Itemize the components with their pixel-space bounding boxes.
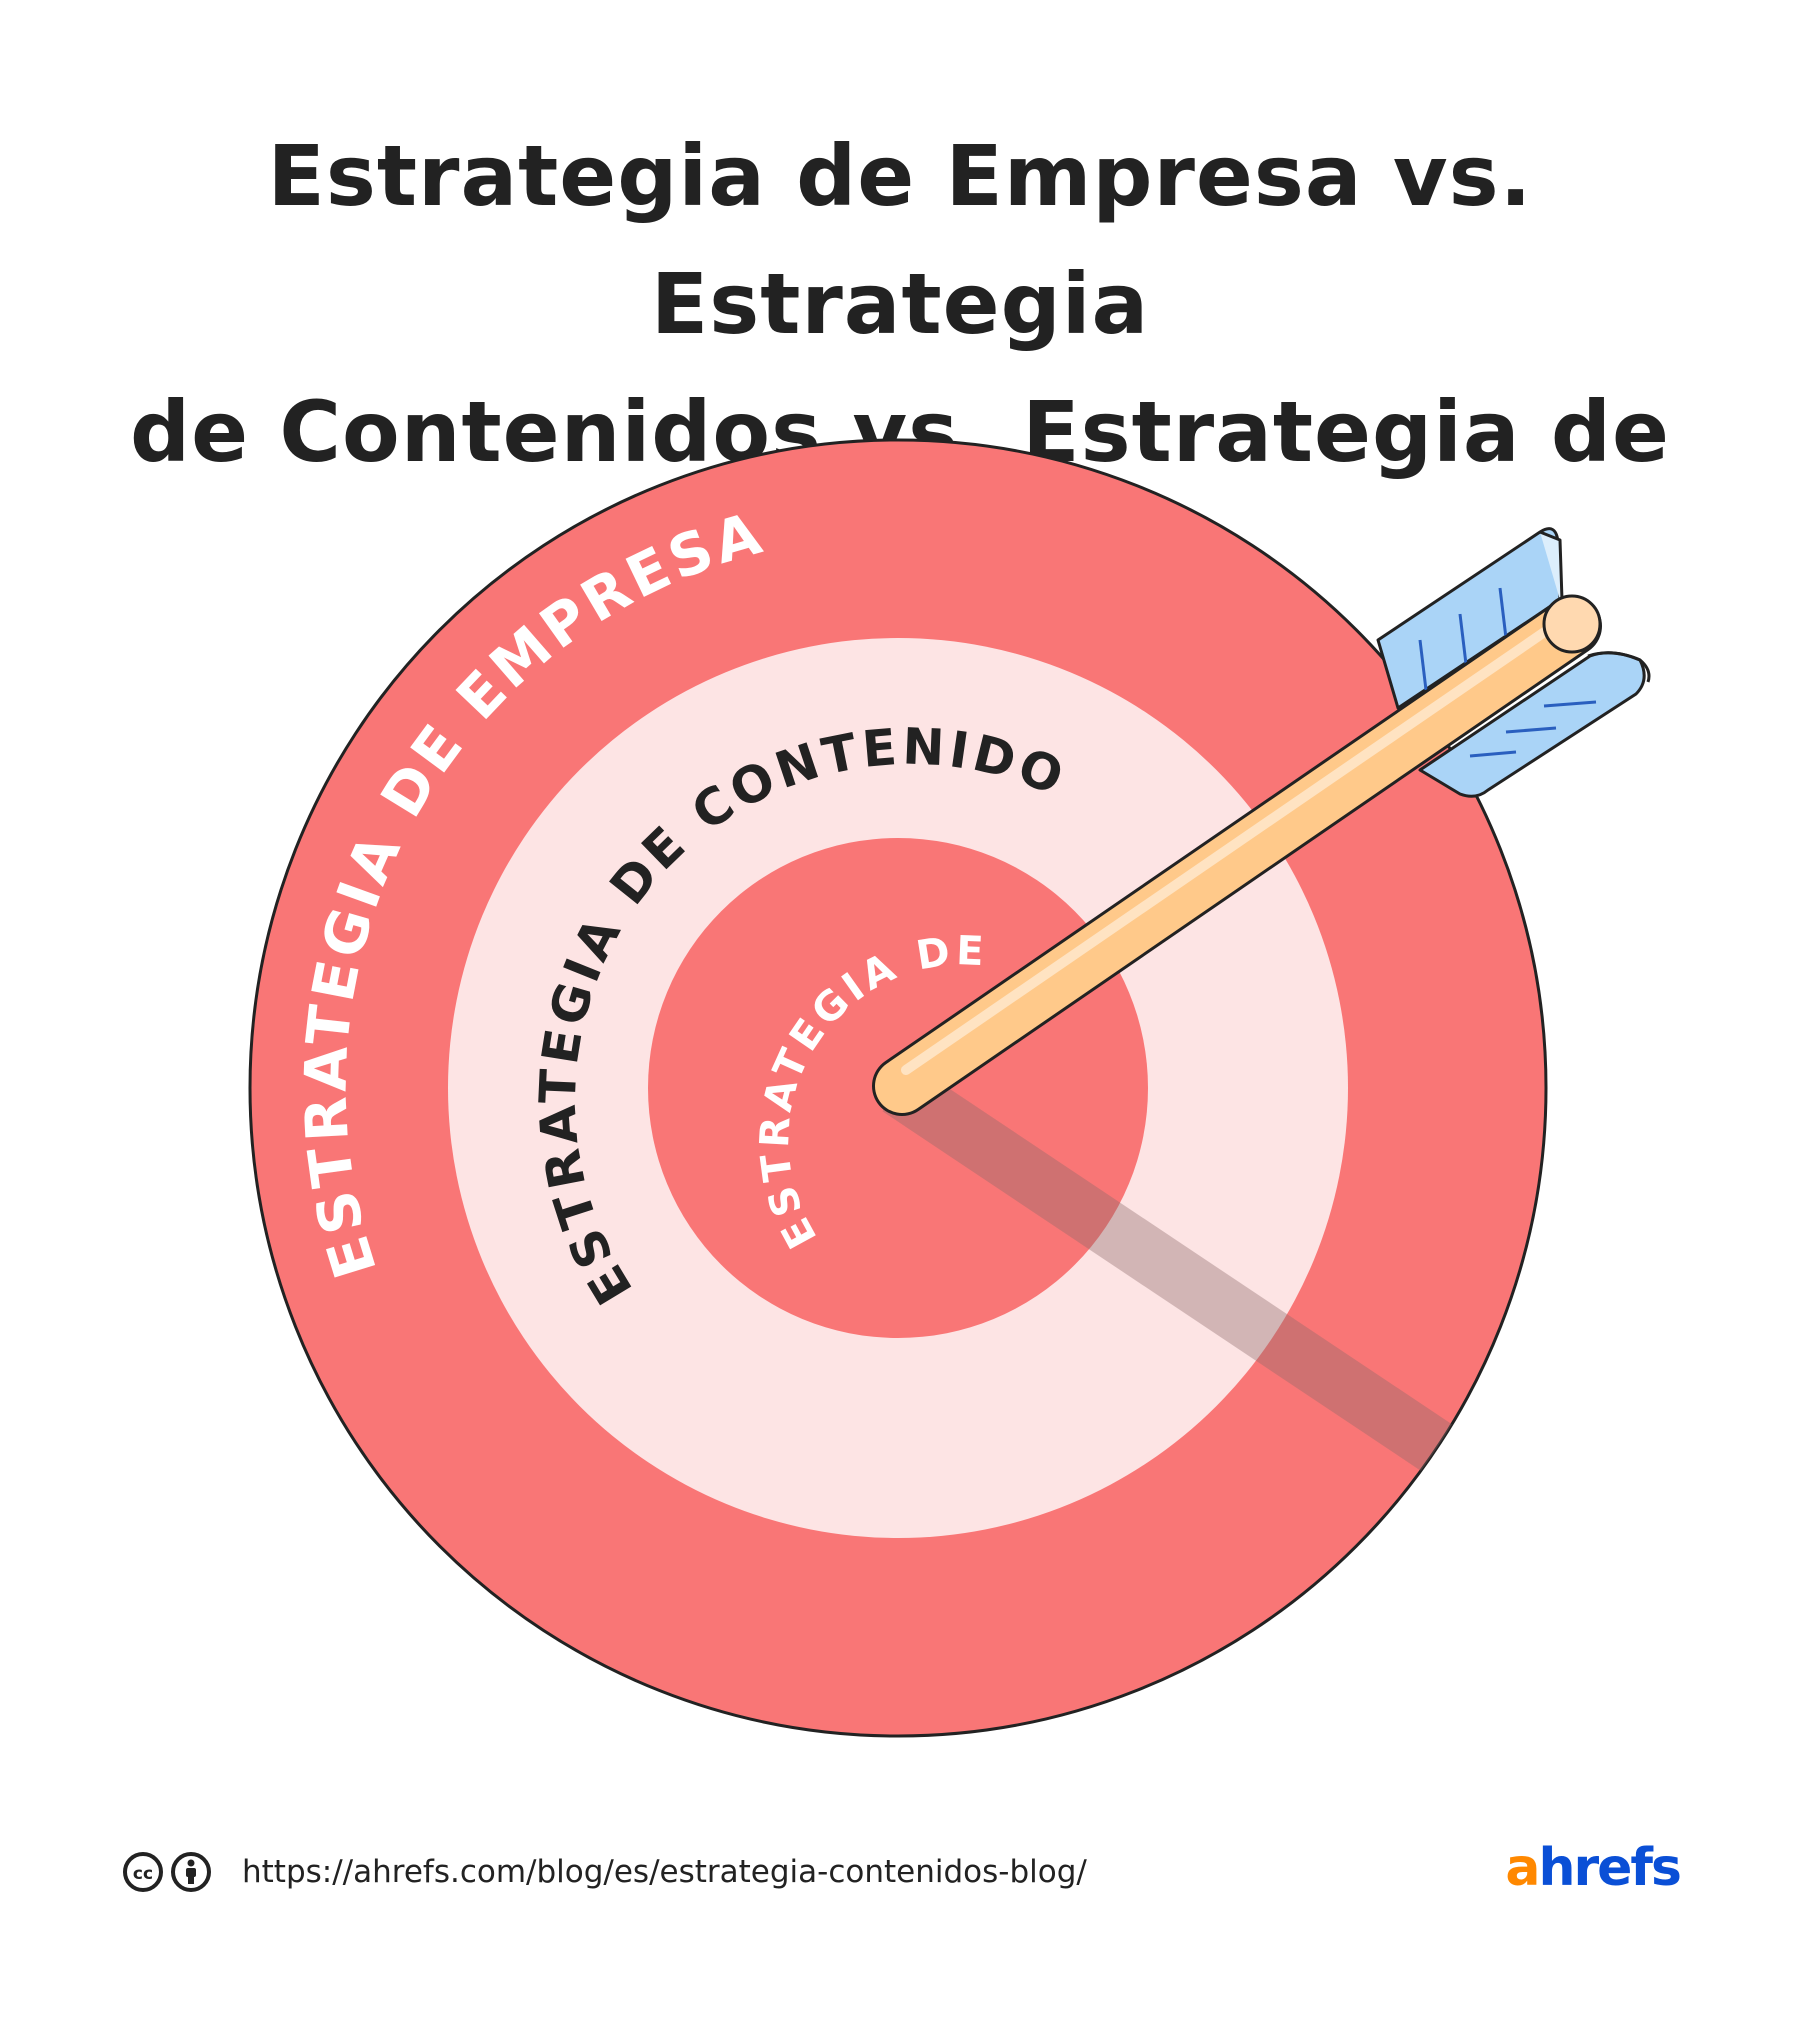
logo-first-letter: a <box>1505 1838 1540 1898</box>
cc-icon: cc <box>123 1852 163 1892</box>
arrow-shaft-icon <box>872 594 1602 1116</box>
svg-text:cc: cc <box>133 1864 153 1884</box>
footer: cc https://ahrefs.com/blog/es/estrategia… <box>122 1846 1087 1898</box>
title-line-1: Estrategia de Empresa vs. Estrategia <box>267 127 1533 353</box>
ahrefs-logo: ahrefs <box>1505 1838 1682 1898</box>
arrow-shadow <box>882 1064 1516 1514</box>
logo-rest: hrefs <box>1538 1838 1682 1898</box>
license-icons: cc <box>122 1851 212 1893</box>
source-url[interactable]: https://ahrefs.com/blog/es/estrategia-co… <box>242 1854 1087 1890</box>
attribution-icon <box>171 1852 211 1892</box>
arrow-fletching-icon <box>1376 527 1651 798</box>
